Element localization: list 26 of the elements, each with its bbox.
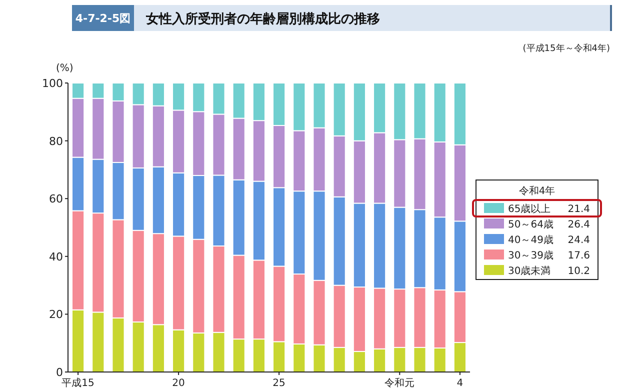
legend-label: 40～49歳: [508, 234, 554, 246]
text: 24.4: [568, 235, 590, 246]
text: 17.6: [568, 250, 590, 262]
y-tick-label: 40: [49, 250, 63, 264]
x-tick-label: 令和元: [384, 377, 415, 389]
text: (平成15年～令和4年): [522, 43, 610, 54]
x-tick-label: 20: [172, 378, 185, 389]
legend-label: 30～39歳: [508, 250, 554, 262]
legend-label: 30歳未満: [508, 265, 551, 277]
y-tick-label: 100: [42, 77, 63, 90]
text: 10.2: [568, 266, 590, 277]
x-tick-label: 4: [456, 378, 464, 389]
y-tick-label: 60: [49, 192, 63, 206]
text: 4-7-2-5図: [75, 12, 131, 25]
x-tick-label: 25: [272, 378, 286, 389]
legend-label: 65歳以上: [508, 203, 551, 215]
legend-title: 令和4年: [518, 185, 556, 197]
y-tick-label: 20: [49, 308, 63, 322]
chart-title: 女性入所受刑者の年齢層別構成比の推移: [145, 11, 380, 27]
legend-label: 50～64歳: [508, 218, 554, 230]
text: 26.4: [568, 220, 590, 230]
text: 21.4: [568, 204, 590, 215]
y-axis-title: (%): [56, 63, 74, 74]
x-tick-label: 平成15: [62, 377, 94, 389]
y-tick-label: 80: [49, 134, 63, 148]
y-tick-label: 0: [56, 366, 63, 379]
